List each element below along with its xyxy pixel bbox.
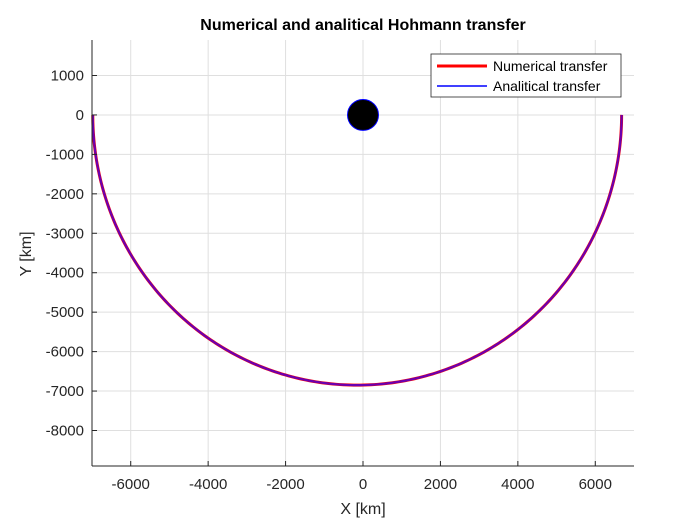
x-tick-label: 0: [359, 476, 367, 493]
y-tick-label: -1000: [46, 146, 84, 163]
y-tick-label: 0: [76, 107, 84, 124]
x-tick-label: 6000: [579, 476, 612, 493]
y-tick-label: 1000: [51, 68, 84, 85]
x-tick-label: 2000: [424, 476, 457, 493]
y-tick-label: -2000: [46, 186, 84, 203]
x-tick-label: -6000: [112, 476, 150, 493]
x-tick-label: -2000: [266, 476, 304, 493]
y-tick-label: -5000: [46, 304, 84, 321]
y-tick-label: -7000: [46, 383, 84, 400]
x-tick-label: 4000: [501, 476, 534, 493]
y-tick-label: -8000: [46, 423, 84, 440]
y-tick-label: -6000: [46, 344, 84, 361]
central-body: [348, 99, 379, 130]
legend-label-analitical: Analitical transfer: [493, 78, 601, 94]
x-axis-label: X [km]: [340, 501, 385, 518]
x-tick-label: -4000: [189, 476, 227, 493]
y-tick-label: -3000: [46, 225, 84, 242]
y-tick-label: -4000: [46, 265, 84, 282]
central-body-circle: [348, 99, 379, 130]
legend-label-numerical: Numerical transfer: [493, 58, 608, 74]
y-axis-label: Y [km]: [18, 231, 35, 276]
chart-title: Numerical and analitical Hohmann transfe…: [200, 17, 525, 34]
legend: Numerical transfer Analitical transfer: [431, 54, 621, 97]
